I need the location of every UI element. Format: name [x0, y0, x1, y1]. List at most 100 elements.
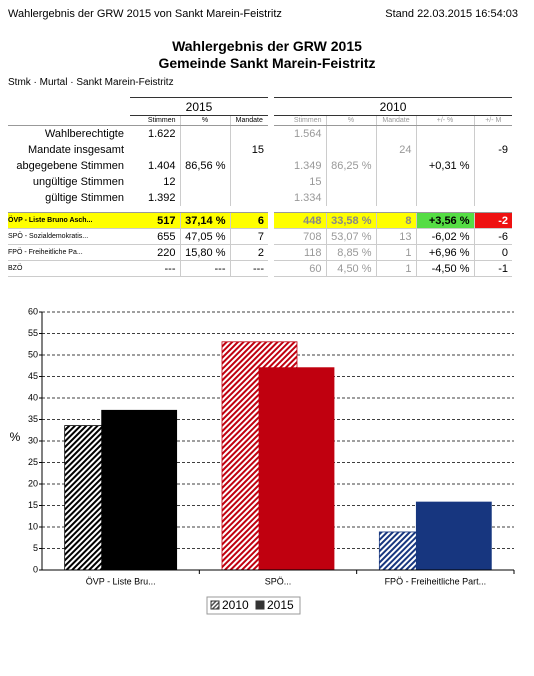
- value-cell: 1.564: [293, 128, 322, 140]
- gap: [268, 212, 275, 229]
- spacer: [474, 206, 513, 213]
- value-cell: [473, 174, 513, 190]
- column-header: Stimmen: [130, 115, 180, 126]
- value-cell: [179, 142, 230, 158]
- column-header: Mandate: [375, 115, 417, 126]
- year-header: 2015: [130, 97, 269, 116]
- bar: [258, 367, 335, 571]
- spacer: [180, 206, 230, 213]
- gap: [268, 260, 275, 277]
- column-header: %: [325, 115, 377, 126]
- value-cell: [229, 190, 269, 206]
- value-cell: 6: [229, 212, 269, 229]
- value-cell: 24: [375, 142, 417, 158]
- y-tick-label: 10: [28, 521, 38, 531]
- value-cell: 53,07 %: [325, 228, 377, 245]
- value-cell: [325, 125, 377, 142]
- y-tick-label: 30: [28, 435, 38, 445]
- table-row: Wahlberechtigte 1.622 1.564: [8, 125, 513, 142]
- value-cell: +0,31 %: [415, 158, 475, 174]
- table-row: SPÖ - Sozialdemokratis... 655 47,05 % 7 708 5…: [8, 228, 513, 245]
- value-cell: [325, 142, 377, 158]
- spacer: [376, 206, 417, 213]
- value-cell: 1.334: [293, 192, 322, 204]
- row-label: FPÖ - Freiheitliche Pa...: [8, 244, 130, 261]
- value-cell: 13: [375, 228, 417, 245]
- value-cell: 655: [130, 228, 180, 245]
- header-left: Wahlergebnis der GRW 2015 von Sankt Mare…: [8, 8, 282, 20]
- value-cell: 47,05 %: [179, 228, 230, 245]
- value-cell: 15: [229, 142, 269, 158]
- spacer: [8, 206, 130, 213]
- row-label: ÖVP - Liste Bruno Asch...: [8, 212, 130, 229]
- value-cell: [375, 158, 417, 174]
- value-cell: 2: [229, 244, 269, 261]
- value-cell: -4,50 %: [415, 260, 475, 277]
- value-cell: [473, 125, 513, 142]
- value-cell: 1.349: [293, 160, 322, 172]
- title: Wahlergebnis der GRW 2015: [172, 38, 362, 54]
- table-row: gültige Stimmen 1.392 1.334: [8, 190, 513, 206]
- value-cell: 8,85 %: [325, 244, 377, 261]
- row-label: Wahlberechtigte: [44, 128, 124, 140]
- table-row: 2015 2010: [8, 97, 513, 116]
- blank: [8, 115, 130, 126]
- value-cell: -2: [473, 212, 513, 229]
- value-cell: [179, 125, 230, 142]
- gap: [268, 158, 275, 174]
- table-row: FPÖ - Freiheitliche Pa... 220 15,80 % 2 118 8…: [8, 244, 513, 261]
- value-cell: 0: [473, 244, 513, 261]
- y-tick-label: 35: [28, 414, 38, 424]
- table-row: abgegebene Stimmen 1.404 86,56 % 1.349 86,25…: [8, 158, 513, 174]
- legend-label: 2010: [222, 598, 249, 612]
- gap: [268, 174, 275, 190]
- value-cell: [179, 174, 230, 190]
- y-tick-label: 20: [28, 478, 38, 488]
- value-cell: 15,80 %: [179, 244, 230, 261]
- value-cell: 12: [163, 176, 176, 188]
- y-tick-label: 45: [28, 371, 38, 381]
- table-row: ungültige Stimmen 12 15: [8, 174, 513, 190]
- row-label: BZÖ: [8, 260, 130, 277]
- gap: [268, 244, 275, 261]
- table-row: ÖVP - Liste Bruno Asch... 517 37,14 % 6 448 3…: [8, 212, 513, 229]
- y-tick-label: 0: [33, 564, 38, 574]
- value-cell: [229, 125, 269, 142]
- value-cell: [274, 142, 326, 158]
- value-cell: 8: [375, 212, 417, 229]
- spacer: [130, 206, 180, 213]
- gap: [268, 228, 275, 245]
- row-label: ungültige Stimmen: [32, 176, 124, 188]
- spacer: [416, 206, 475, 213]
- subtitle: Gemeinde Sankt Marein-Feistritz: [158, 55, 376, 71]
- value-cell: +6,96 %: [415, 244, 475, 261]
- table-row: Stimmen% Mandate Stimmen% Mandate +/- % +/- M: [8, 115, 513, 126]
- value-cell: -6,02 %: [415, 228, 475, 245]
- value-cell: [229, 158, 269, 174]
- bar: [101, 409, 178, 571]
- gap: [268, 125, 275, 142]
- x-tick-label: ÖVP - Liste Bru...: [86, 576, 156, 586]
- header-right: Stand 22.03.2015 16:54:03: [385, 8, 518, 20]
- breadcrumb: Stmk · Murtal · Sankt Marein-Feistritz: [8, 77, 174, 88]
- value-cell: -1: [473, 260, 513, 277]
- value-cell: 1.404: [147, 160, 176, 172]
- column-header: %: [179, 115, 230, 126]
- value-cell: -6: [473, 228, 513, 245]
- value-cell: 86,56 %: [179, 158, 230, 174]
- legend-swatch: [210, 600, 220, 610]
- legend-label: 2015: [267, 598, 294, 612]
- value-cell: +3,56 %: [415, 212, 475, 229]
- y-tick-label: 50: [28, 349, 38, 359]
- results-table: 2015 2010 Stimmen% Mandate Stimmen% Mandate +/…: [8, 97, 513, 277]
- value-cell: 1: [375, 260, 417, 277]
- year-header: 2010: [274, 97, 513, 116]
- value-cell: [415, 142, 475, 158]
- x-tick-label: SPÖ...: [265, 576, 292, 586]
- spacer: [268, 206, 275, 213]
- value-cell: 15: [309, 176, 322, 188]
- value-cell: [229, 174, 269, 190]
- value-cell: 220: [130, 244, 180, 261]
- value-cell: 118: [274, 244, 327, 261]
- row-label: gültige Stimmen: [45, 192, 124, 204]
